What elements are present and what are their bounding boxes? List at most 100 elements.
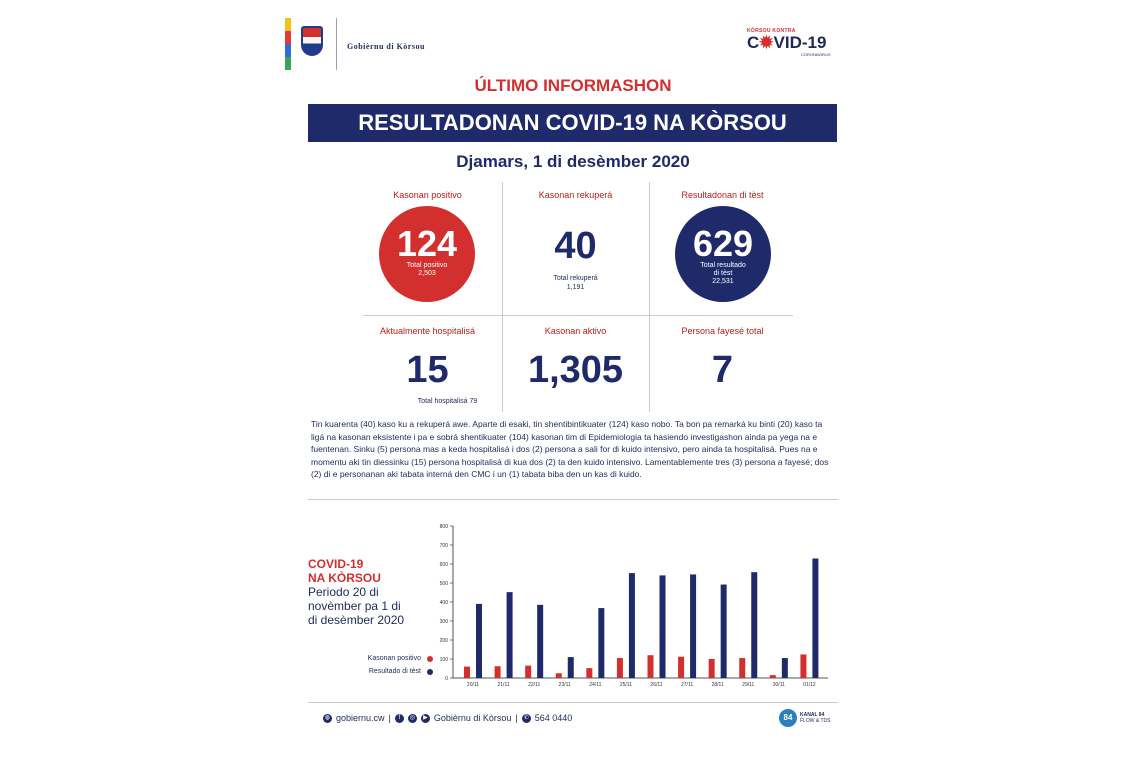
stat-tests-value: 629: [692, 223, 754, 264]
bar-tests-11: [812, 558, 819, 678]
y-tick-label-5: 500: [440, 581, 449, 587]
stat-deaths: Persona fayesé total: [650, 326, 795, 336]
legend-swatch-tests: [427, 668, 433, 675]
logo-wordmark: C✹VID-19: [747, 33, 827, 52]
infographic: Gobièrnu di Kòrsou KÒRSOU KONTRA C✹VID-1…: [283, 12, 863, 747]
stat-recovered-label: Kasonan rekuperá: [538, 190, 613, 200]
chart-title: COVID-19 NA KÒRSOU Periodo 20 di novèmbe…: [308, 557, 405, 627]
bar-positive-11: [800, 654, 807, 678]
logo-tagline: KÒRSOU KONTRA: [747, 28, 796, 34]
bar-tests-3: [567, 657, 574, 678]
bar-tests-0: [476, 603, 482, 678]
bar-tests-5: [628, 573, 635, 678]
y-tick-label-2: 200: [440, 638, 449, 644]
footer-divider: [308, 702, 838, 703]
results-banner: RESULTADONAN COVID-19 NA KÒRSOU: [308, 104, 837, 142]
kanal84-logo: 84 KANAL 84 FLOW & TDS: [779, 709, 830, 727]
chart-legend: Kasonan positivo Resultado di tèst: [308, 655, 433, 681]
bar-tests-4: [598, 608, 605, 678]
bar-positive-0: [464, 666, 470, 678]
instagram-icon[interactable]: ◎: [407, 713, 417, 723]
x-tick-label-8: 28/11: [712, 682, 724, 688]
facebook-icon[interactable]: f: [394, 713, 404, 723]
bar-tests-8: [720, 584, 727, 678]
bar-positive-2: [525, 665, 532, 678]
y-tick-label-3: 300: [440, 619, 449, 625]
flag-color-bars: [285, 18, 291, 70]
whatsapp-icon: ✆: [521, 713, 531, 723]
stat-positive-label: Kasonan positivo: [393, 190, 462, 200]
bar-tests-2: [537, 604, 544, 678]
logo-subtitle: CORONAVIRUS: [801, 52, 831, 57]
x-tick-label-9: 29/11: [742, 682, 754, 688]
footer-phone: 564 0440: [534, 713, 573, 723]
latest-info-heading: ÚLTIMO INFORMASHON: [474, 76, 672, 95]
bar-positive-10: [769, 675, 776, 678]
x-tick-label-5: 25/11: [620, 682, 632, 688]
footer-website[interactable]: gobiernu.cw: [336, 713, 385, 723]
stat-positive-value: 124: [396, 223, 458, 264]
y-tick-label-4: 400: [440, 600, 449, 606]
stat-divider-h: [363, 315, 793, 316]
bar-positive-5: [616, 658, 623, 678]
legend-swatch-positive: [427, 655, 433, 662]
stat-deaths-label: Persona fayesé total: [681, 326, 764, 336]
stat-divider-v1: [502, 182, 503, 412]
bar-chart: 0 100 200 300 400 500 600 700 800 20/11 21/11 22/11…: [440, 524, 828, 688]
stat-recovered-value: 40: [554, 225, 597, 267]
stat-hospitalized-value: 15: [406, 349, 449, 391]
bar-positive-9: [739, 658, 746, 678]
bar-tests-6: [659, 575, 666, 678]
summary-paragraph: Tin kuarenta (40) kaso ku a rekuperá awe…: [311, 419, 829, 479]
stat-active-label: Kasonan aktivo: [544, 326, 607, 336]
y-tick-label-0: 0: [445, 676, 448, 682]
x-tick-label-1: 21/11: [498, 682, 510, 688]
y-tick-label-6: 600: [440, 562, 449, 568]
bar-positive-6: [647, 655, 654, 678]
report-date: Djamars, 1 di desèmber 2020: [456, 152, 690, 171]
x-tick-label-0: 20/11: [467, 682, 479, 688]
globe-icon: ◍: [323, 713, 332, 723]
bar-tests-9: [751, 572, 758, 678]
kanal84-badge: 84: [779, 709, 797, 727]
legend-item-tests: Resultado di tèst: [308, 668, 433, 675]
x-tick-label-11: 01/12: [803, 682, 816, 688]
footer-social-name: Gobièrnu di Kòrsou: [433, 713, 512, 723]
youtube-icon[interactable]: ▶: [420, 713, 430, 723]
stat-tests-label: Resultadonan di tèst: [681, 190, 764, 200]
stat-divider-v2: [649, 182, 650, 412]
section-divider: [308, 499, 838, 500]
stat-hospitalized: Aktualmente hospitalisá: [355, 326, 500, 336]
bar-positive-4: [586, 668, 593, 678]
x-tick-label-6: 26/11: [650, 682, 662, 688]
stat-active: Kasonan aktivo: [503, 326, 648, 336]
bar-positive-8: [708, 659, 715, 678]
stat-hospitalized-label: Aktualmente hospitalisá: [379, 326, 476, 336]
coat-of-arms-icon: [301, 26, 323, 56]
stat-active-value: 1,305: [527, 349, 624, 391]
x-tick-label-2: 22/11: [528, 682, 540, 688]
bar-positive-7: [678, 656, 685, 678]
y-tick-label-1: 100: [440, 657, 449, 663]
stat-deaths-value: 7: [711, 349, 734, 391]
x-tick-label-3: 23/11: [559, 682, 571, 688]
footer-contacts: ◍ gobiernu.cw | f ◎ ▶ Gobièrnu di Kòrsou…: [323, 713, 573, 723]
stat-positive-circle: 124 Total positivo 2,503: [379, 206, 475, 302]
header-divider: [336, 18, 337, 70]
stat-recovered: Kasonan rekuperá: [503, 190, 648, 200]
bar-positive-3: [555, 673, 562, 678]
government-name: Gobièrnu di Kòrsou: [347, 42, 425, 51]
legend-item-positive: Kasonan positivo: [308, 655, 433, 662]
y-tick-label-7: 700: [440, 543, 449, 549]
x-tick-label-10: 30/11: [773, 682, 785, 688]
stat-tests: Resultadonan di tèst: [650, 190, 795, 200]
bar-positive-1: [494, 666, 501, 678]
bar-tests-1: [506, 592, 513, 678]
stat-tests-circle: 629 Total resultado di tèst 22,531: [675, 206, 771, 302]
bar-tests-10: [781, 658, 788, 678]
stat-hospitalized-total: Total hospitalisá 79: [417, 398, 478, 405]
x-tick-label-7: 27/11: [681, 682, 693, 688]
y-tick-label-8: 800: [440, 524, 449, 530]
covid-campaign-logo: KÒRSOU KONTRA C✹VID-19 CORONAVIRUS: [747, 28, 847, 57]
bar-tests-7: [690, 574, 697, 678]
